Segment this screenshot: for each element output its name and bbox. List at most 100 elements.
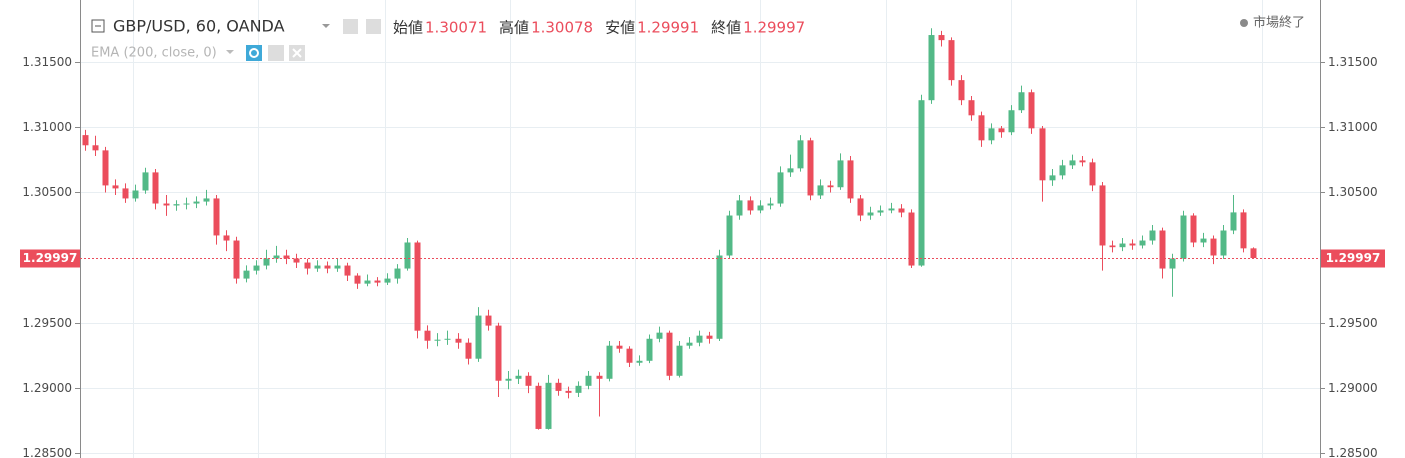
candle-body — [455, 338, 462, 343]
candle-body — [1089, 162, 1096, 186]
candle-body — [1079, 160, 1086, 163]
candle-body — [706, 335, 713, 339]
candles — [82, 28, 1257, 430]
candle-body — [575, 385, 582, 393]
y-tick-label: 1.28500 — [22, 446, 72, 458]
candle-body — [716, 255, 723, 339]
candle-body — [314, 265, 321, 269]
candle-body — [1049, 175, 1056, 181]
candle-body — [1018, 92, 1025, 111]
candle-body — [163, 203, 170, 206]
candle-body — [1099, 185, 1106, 246]
market-status: 市場終了 — [1253, 15, 1305, 31]
y-tick-label: 1.31000 — [1328, 120, 1378, 134]
legend-label: 安値 — [605, 19, 635, 37]
candle-body — [273, 255, 280, 259]
settings-icon[interactable] — [268, 45, 284, 61]
candle-body — [1139, 240, 1146, 246]
candle-body — [82, 135, 89, 146]
candle-body — [374, 280, 381, 283]
candle-body — [938, 35, 945, 41]
candle-body — [1220, 230, 1227, 256]
candle-body — [807, 140, 814, 196]
candle-body — [928, 35, 935, 101]
candle-body — [102, 150, 109, 186]
y-tick-label: 1.31500 — [1328, 55, 1378, 69]
candle-body — [797, 140, 804, 169]
candle-body — [857, 198, 864, 216]
candle-body — [1109, 245, 1116, 248]
candle-body — [505, 378, 512, 381]
settings-icon[interactable] — [366, 19, 381, 34]
candle-body — [173, 204, 180, 206]
candle-body — [525, 375, 532, 386]
candle-body — [253, 265, 260, 271]
candle-body — [1129, 243, 1136, 246]
candle-body — [384, 278, 391, 283]
candle-body — [263, 258, 270, 266]
collapse-icon[interactable] — [91, 19, 105, 33]
candle-body — [444, 338, 451, 340]
candle-body — [636, 360, 643, 363]
last-price-label: 1.29997 — [23, 251, 78, 265]
candle-body — [223, 235, 230, 241]
indicator-label: EMA (200, close, 0) — [91, 46, 217, 61]
candle-body — [334, 265, 341, 269]
candle-body — [555, 382, 562, 391]
candle-body — [998, 128, 1005, 133]
y-tick-label: 1.29500 — [1328, 316, 1378, 330]
candle-body — [585, 375, 592, 386]
last-price-box — [20, 249, 80, 268]
legend-value: 1.29991 — [637, 19, 699, 37]
candle-body — [1190, 215, 1197, 243]
legend-value: 1.29997 — [743, 19, 805, 37]
candle-body — [867, 212, 874, 216]
candle-body — [1069, 160, 1076, 166]
ohlc-legend: 始値 1.30071 高値 1.30078 安値 1.29991 終値 1.29997 — [393, 19, 805, 37]
candle-body — [465, 342, 472, 359]
y-tick-label: 1.28500 — [1328, 446, 1378, 458]
candle-body — [293, 258, 300, 263]
legend-label: 終値 — [711, 19, 741, 37]
candle-body — [1119, 243, 1126, 248]
candle-body — [616, 345, 623, 349]
candle-body — [283, 255, 290, 259]
candle-body — [424, 330, 431, 341]
candle-body — [1200, 238, 1207, 243]
candle-body — [92, 145, 99, 151]
candle-body — [193, 201, 200, 204]
grid — [80, 62, 1320, 454]
legend-value: 1.30078 — [531, 19, 593, 37]
candle-body — [666, 332, 673, 376]
candle-body — [898, 208, 905, 213]
dropdown-icon[interactable] — [226, 50, 234, 54]
candle-body — [736, 200, 743, 216]
legend-label: 高値 — [499, 19, 529, 37]
eye-icon[interactable] — [343, 19, 358, 34]
eye-icon[interactable] — [246, 45, 262, 61]
candle-body — [122, 188, 129, 199]
candle-body — [485, 315, 492, 326]
candle-body — [1059, 165, 1066, 176]
candle-body — [404, 242, 411, 269]
candle-body — [908, 212, 915, 266]
dropdown-icon[interactable] — [322, 24, 330, 28]
candle-body — [656, 332, 663, 339]
legend-label: 始値 — [393, 19, 423, 37]
candle-body — [1180, 215, 1187, 259]
candle-body — [847, 160, 854, 199]
candle-body — [545, 382, 552, 429]
candle-body — [1230, 212, 1237, 231]
candle-body — [1159, 230, 1166, 269]
candle-body — [475, 315, 482, 359]
y-tick-label: 1.29000 — [22, 381, 72, 395]
candle-body — [304, 262, 311, 269]
y-tick-label: 1.30500 — [22, 185, 72, 199]
candle-body — [324, 265, 331, 269]
candle-body — [112, 185, 119, 189]
candle-body — [142, 172, 149, 191]
candle-body — [726, 215, 733, 256]
candle-body — [1008, 110, 1015, 133]
